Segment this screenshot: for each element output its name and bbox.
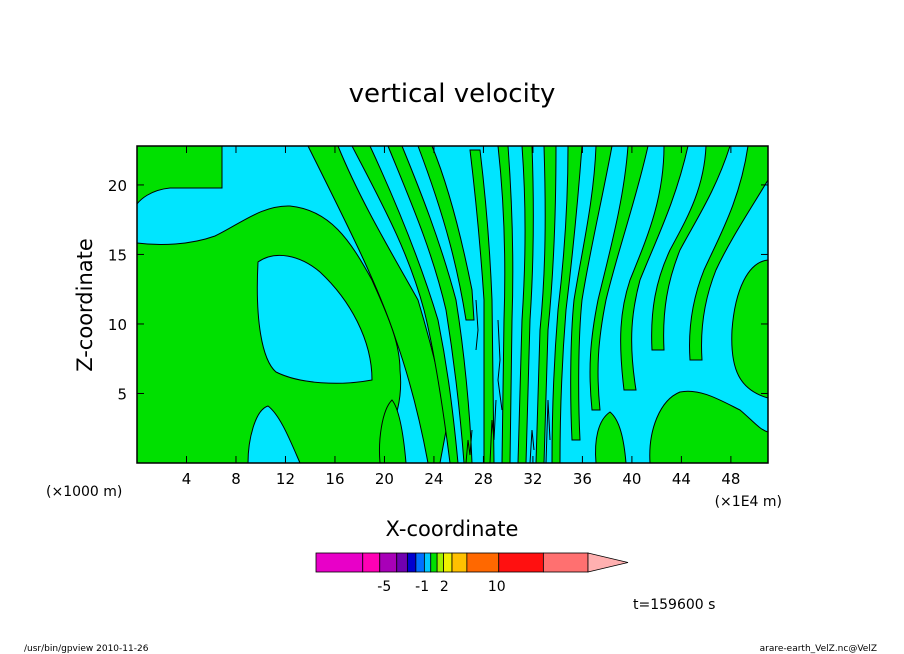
contour-region <box>417 145 475 321</box>
x-tick-label: 4 <box>182 470 192 488</box>
contour-region <box>595 411 627 464</box>
colorbar-swatch <box>406 552 417 573</box>
contour-fills <box>136 145 769 464</box>
colorbar-swatch <box>436 552 444 573</box>
colorbar-swatch <box>315 552 364 573</box>
contour-region <box>247 405 301 464</box>
x-unit-right: (×1E4 m) <box>715 494 782 510</box>
colorbar-swatch <box>542 552 589 573</box>
x-axis-label: X-coordinate <box>386 517 519 541</box>
x-axis: 4 8 12 16 20 24 28 32 36 40 44 48 <box>182 146 740 488</box>
x-tick-label: 8 <box>231 470 241 488</box>
colorbar-label: -1 <box>415 579 429 595</box>
contour-region <box>379 399 407 464</box>
chart-title: vertical velocity <box>349 79 556 109</box>
colorbar-swatch <box>451 552 468 573</box>
plot-area <box>136 145 769 464</box>
contour-region <box>620 145 689 391</box>
x-tick-label: 32 <box>523 470 542 488</box>
colorbar-label: 10 <box>488 579 506 595</box>
y-tick-label: 15 <box>108 246 127 264</box>
footer-left: /usr/bin/gpview 2010-11-26 <box>24 644 149 654</box>
colorbar-swatch <box>362 552 381 573</box>
colorbar-swatch <box>396 552 408 573</box>
x-tick-label: 16 <box>325 470 344 488</box>
contour-region <box>731 259 769 399</box>
x-tick-label: 40 <box>622 470 641 488</box>
colorbar-swatch <box>443 552 453 573</box>
colorbar-label: -5 <box>377 579 391 595</box>
y-axis-label: Z-coordinate <box>73 238 97 372</box>
contour-region <box>589 145 649 411</box>
x-tick-label: 48 <box>721 470 740 488</box>
contour-region <box>256 254 373 384</box>
plot-frame <box>136 145 769 464</box>
contour-region <box>689 145 769 361</box>
x-tick-label: 44 <box>672 470 691 488</box>
x-tick-label: 24 <box>424 470 443 488</box>
colorbar-swatch <box>498 552 544 573</box>
colorbar-swatch <box>466 552 500 573</box>
colorbar-label: 2 <box>440 579 449 595</box>
footer-right: arare-earth_VelZ.nc@VelZ <box>760 644 877 654</box>
colorbar-swatch <box>430 552 438 573</box>
contour-noise <box>465 299 551 464</box>
colorbar-swatch <box>415 552 425 573</box>
colorbar-swatch <box>423 552 432 573</box>
y-tick-label: 20 <box>108 177 127 195</box>
contour-region <box>651 145 731 351</box>
x-tick-label: 36 <box>573 470 592 488</box>
y-tick-label: 10 <box>108 316 127 334</box>
y-tick-label: 5 <box>117 385 127 403</box>
x-tick-label: 12 <box>276 470 295 488</box>
colorbar-swatch <box>379 552 398 573</box>
contour-region <box>649 390 769 464</box>
colorbar-arrow <box>587 552 629 573</box>
colorbar: -5 -1 2 10 <box>315 552 629 595</box>
x-unit-left: (×1000 m) <box>46 484 122 500</box>
time-label: t=159600 s <box>633 597 715 613</box>
x-tick-label: 28 <box>474 470 493 488</box>
y-axis: 5 10 15 20 <box>108 177 768 403</box>
x-tick-label: 20 <box>375 470 394 488</box>
contour-region <box>570 145 613 441</box>
